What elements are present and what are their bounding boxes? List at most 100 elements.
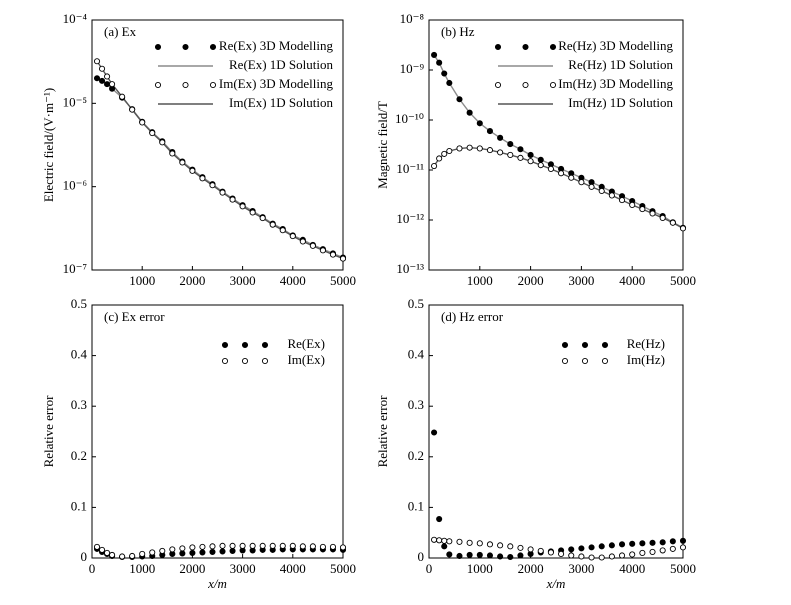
marker [98,546,106,553]
legend-label: Im(Hz) [627,352,665,367]
marker [149,129,156,137]
marker [679,537,687,544]
marker [578,553,585,560]
marker [93,543,101,550]
marker [608,542,615,549]
panel-title: (c) Ex error [104,309,165,324]
marker [629,540,636,547]
marker [476,540,483,547]
y-tick-label: 0.5 [71,296,87,311]
marker [639,549,646,556]
marker [441,70,448,77]
marker [476,120,483,127]
marker [547,549,554,556]
marker [189,167,196,174]
marker [659,547,666,554]
legend-swatch [601,357,609,365]
marker [578,545,585,552]
marker [497,542,504,549]
marker [476,551,483,559]
y-tick-label: 10⁻¹⁰ [395,111,424,126]
legend-swatch [241,357,249,365]
y-tick-label: 0.1 [408,498,424,513]
legend-label: Im(Hz) 1D Solution [568,95,673,110]
marker [558,550,565,558]
marker [679,225,687,232]
marker [486,541,494,548]
x-tick-label: 5000 [670,561,696,576]
marker [319,543,326,550]
marker [149,549,156,556]
legend-swatch [561,357,569,365]
marker [456,145,463,152]
panel-title: (b) Hz [441,24,475,39]
marker [507,151,514,158]
marker [517,552,524,559]
marker [456,552,463,560]
y-tick-label: 0.4 [408,347,425,362]
marker [98,65,106,72]
marker [608,553,615,560]
marker [441,150,448,157]
y-tick-label: 0.2 [71,448,87,463]
marker [299,238,306,245]
marker [199,175,206,182]
x-axis-label: x/m [207,576,227,591]
marker [109,81,116,88]
legend-label: Re(Hz) [627,336,665,351]
marker [588,544,595,551]
legend-swatch [154,43,162,51]
marker [129,106,136,113]
legend-label: Im(Ex) [287,352,325,367]
marker [309,543,316,550]
marker [169,150,176,157]
marker [639,206,646,213]
y-tick-label: 10⁻⁹ [400,61,425,76]
marker [229,542,236,549]
y-tick-label: 10⁻¹¹ [396,161,424,176]
panel: 10⁻¹³ 10⁻¹² 10⁻¹¹ 10⁻¹⁰ 10⁻⁹ 10⁻⁸ 1000 2000 3000… [375,11,696,288]
x-tick-label: 4000 [619,561,645,576]
marker [129,552,136,560]
marker [486,552,494,559]
marker [319,247,326,254]
marker [649,210,656,217]
marker [598,543,605,550]
y-tick-label: 0 [418,549,425,564]
y-axis-label: Magnetic field/T [375,101,390,189]
marker [517,146,524,153]
x-tick-label: 1000 [129,273,155,288]
marker [669,219,676,226]
plot-frame [91,304,344,559]
legend-swatch [182,43,189,51]
marker [259,215,266,222]
legend-swatch [581,341,589,349]
marker [629,201,636,208]
marker [598,187,605,195]
marker [169,546,176,553]
marker [119,93,126,100]
legend-label: Im(Hz) 3D Modelling [558,76,673,91]
marker [104,549,111,556]
marker [249,209,256,216]
marker [466,109,473,116]
x-tick-label: 5000 [670,273,696,288]
legend-label: Im(Ex) 1D Solution [229,95,333,110]
legend-swatch [221,357,229,365]
marker [269,221,276,228]
marker [527,151,534,158]
marker [104,73,111,80]
marker [669,545,676,552]
marker [299,543,306,550]
marker [598,554,605,561]
x-tick-label: 4000 [280,561,306,576]
marker [436,537,443,544]
legend-swatch [182,81,189,89]
marker [289,542,296,549]
marker [507,553,514,561]
legend-label: Re(Hz) 1D Solution [568,57,673,72]
legend-swatch [209,81,217,89]
panel-title: (d) Hz error [441,309,504,324]
marker [446,551,453,558]
legend-swatch [494,81,502,89]
